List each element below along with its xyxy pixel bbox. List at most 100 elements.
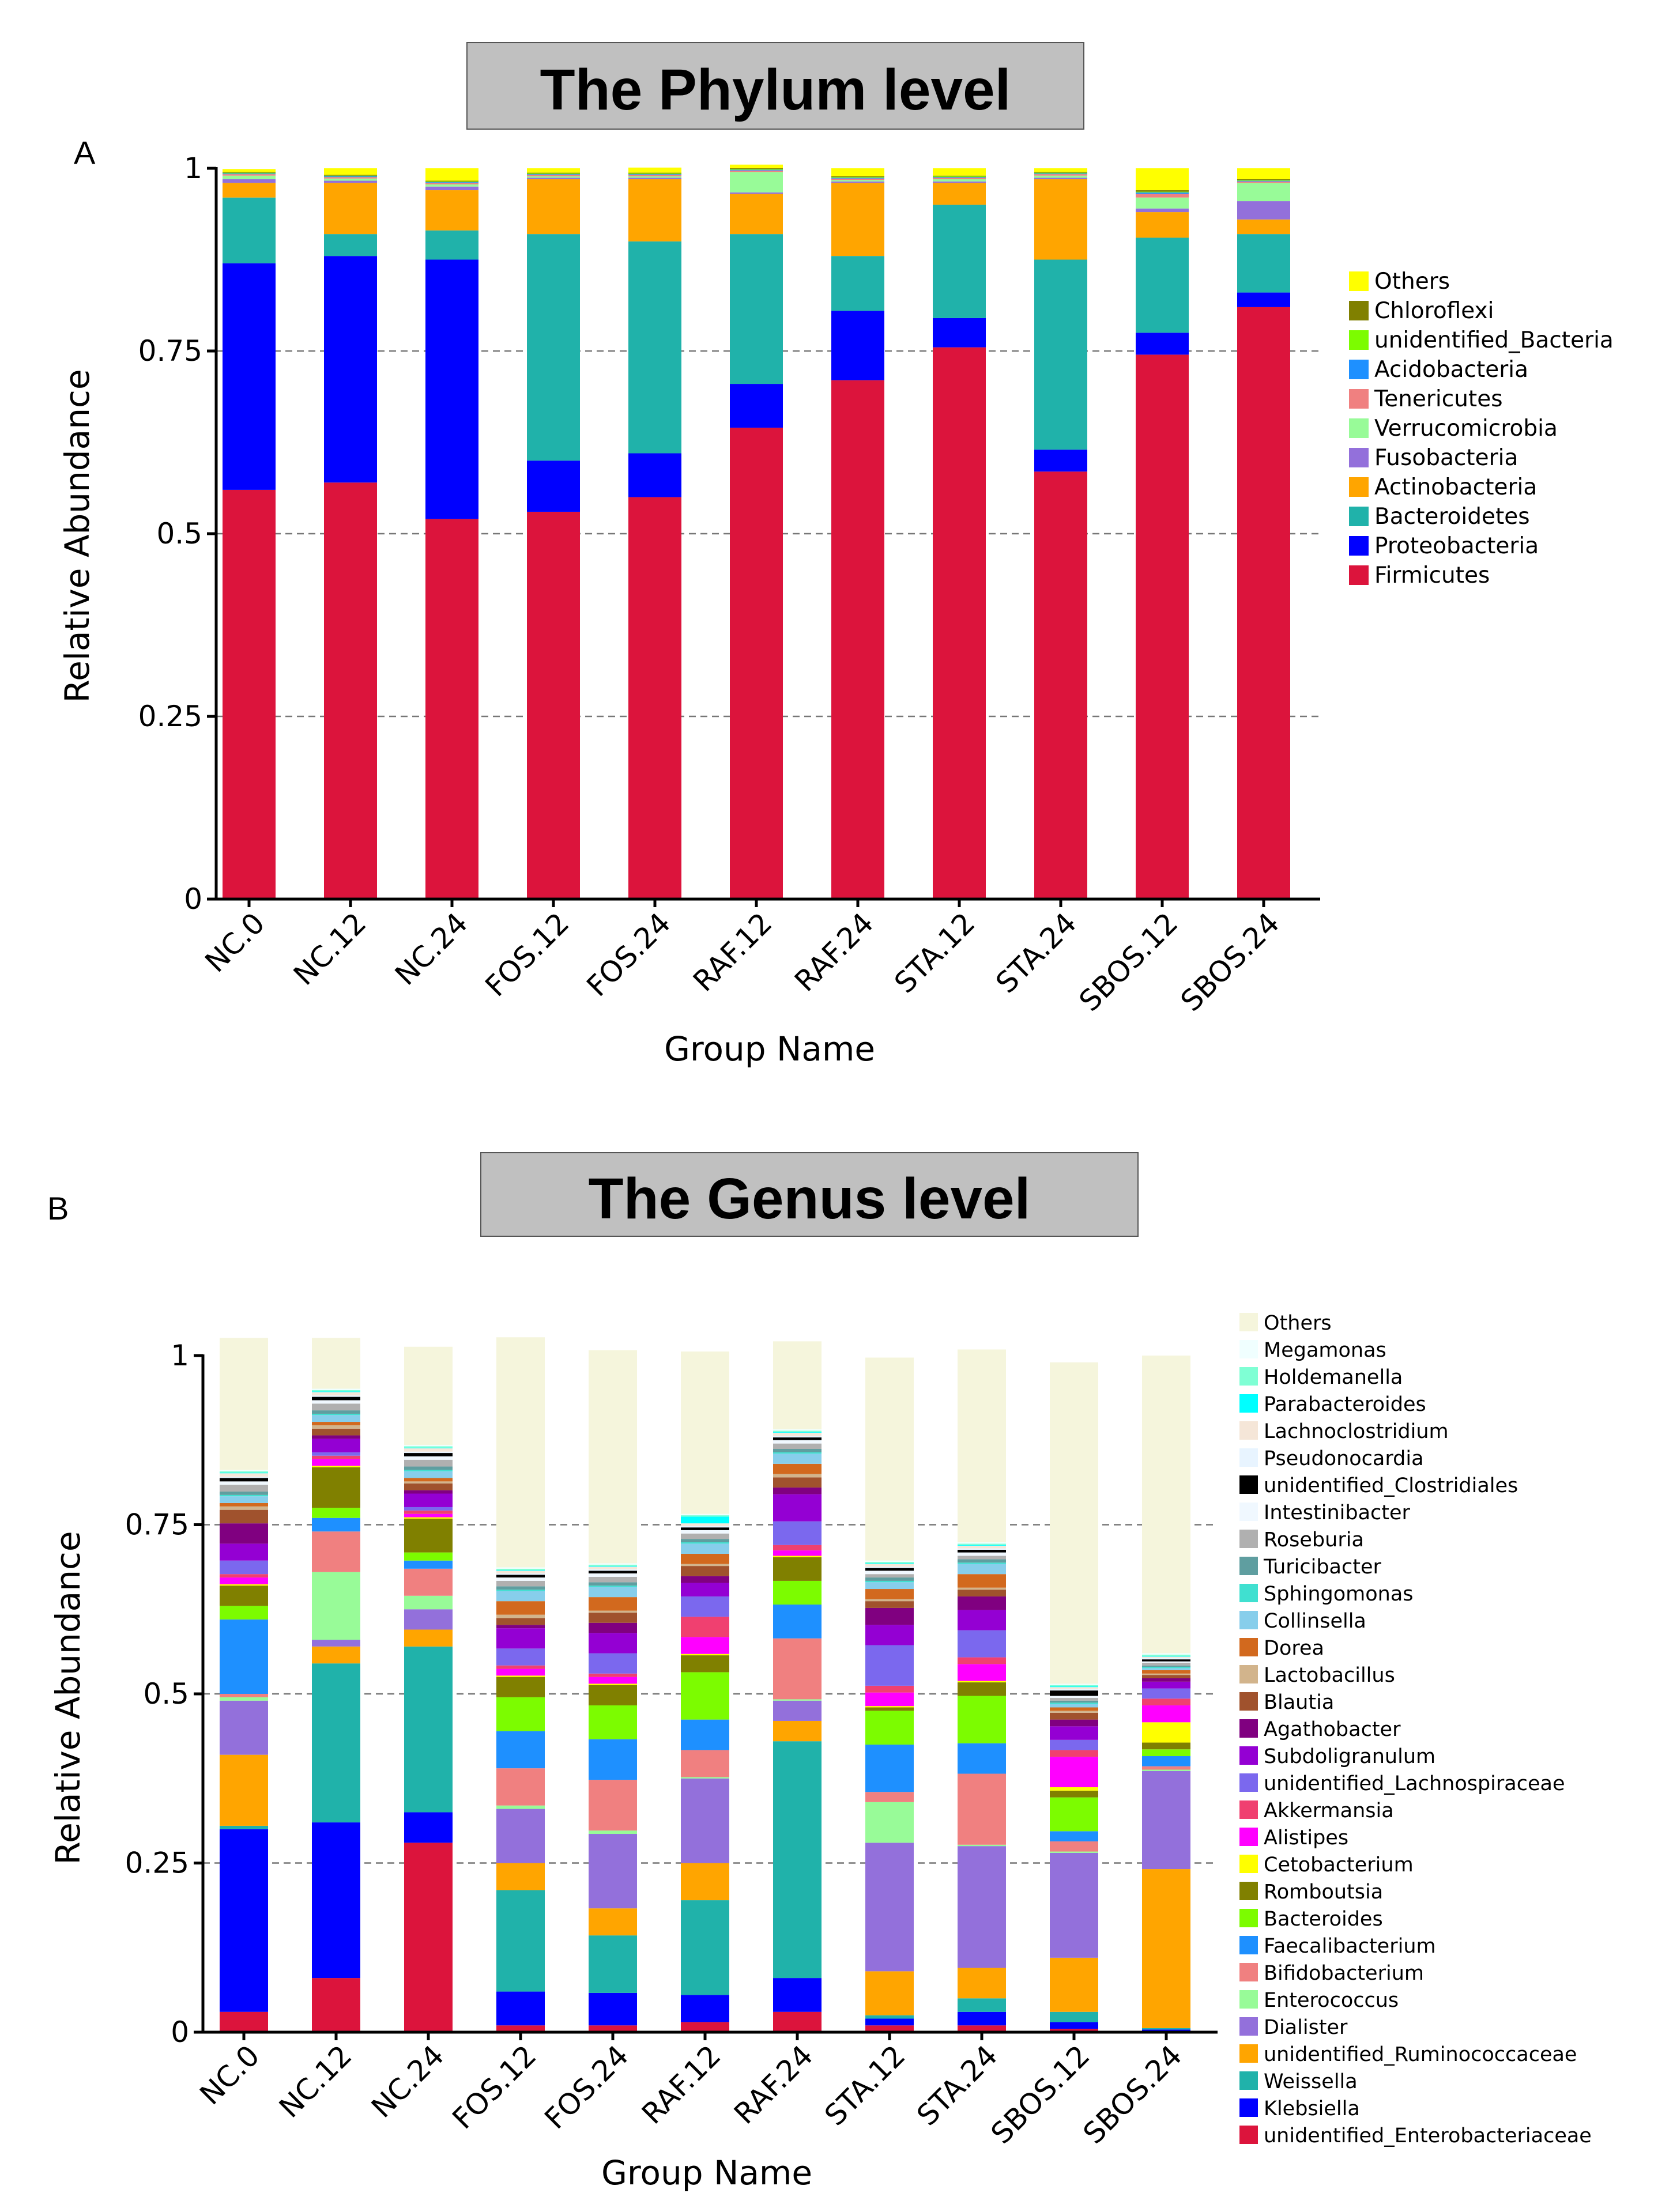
bar-segment-bacteroides-fos-12 — [496, 1697, 545, 1731]
bar-segment-faecalibacterium-raf-12 — [681, 1719, 729, 1750]
bar-segment-lactobacillus-raf-12 — [681, 1564, 729, 1566]
bar-segment-pseudonocardia-nc-0 — [220, 1477, 268, 1478]
bar-segment-bacteroides-sbos-24 — [1142, 1749, 1190, 1757]
bar-segment-unidentified-clostridiales-nc-24 — [404, 1453, 453, 1456]
legend-swatch-intestinibacter — [1239, 1503, 1258, 1521]
bar-segment-dialister-sbos-12 — [1050, 1852, 1098, 1958]
bar-segment-unidentified-ruminococcaceae-nc-0 — [220, 1754, 268, 1826]
bar-segment-verrucomicrobia-raf-12 — [730, 172, 783, 192]
legend-swatch-acidobacteria — [1349, 360, 1369, 379]
bar-segment-bacteroides-nc-12 — [312, 1508, 360, 1518]
bar-segment-agathobacter-sta-12 — [865, 1607, 914, 1625]
legend-swatch-weissella — [1239, 2071, 1258, 2090]
bar-segment-verrucomicrobia-fos-12 — [527, 176, 580, 178]
bar-segment-agathobacter-sbos-24 — [1142, 1678, 1190, 1682]
bar-segment-bacteroidetes-nc-24 — [425, 230, 478, 260]
bar-segment-actinobacteria-fos-12 — [527, 179, 580, 235]
bar-segment-lactobacillus-fos-24 — [589, 1610, 637, 1613]
bar-segment-others-fos-24 — [628, 167, 681, 173]
bar-segment-proteobacteria-sbos-24 — [1237, 292, 1290, 307]
bar-segment-firmicutes-nc-24 — [425, 519, 478, 899]
bar-segment-faecalibacterium-nc-0 — [220, 1619, 268, 1694]
bar-segment-akkermansia-nc-24 — [404, 1510, 453, 1514]
bar-segment-dialister-fos-24 — [589, 1834, 637, 1909]
bar-segment-proteobacteria-fos-24 — [628, 453, 681, 497]
bar-segment-actinobacteria-raf-12 — [730, 194, 783, 235]
panel-b-title-box — [480, 1152, 1139, 1237]
bar-segment-tenericutes-nc-24 — [425, 183, 478, 184]
bar-segment-collinsella-fos-24 — [589, 1587, 637, 1598]
legend-label-alistipes: Alistipes — [1264, 1826, 1348, 1849]
bar-segment-unidentified-ruminococcaceae-nc-12 — [312, 1646, 360, 1664]
bar-segment-unidentified-lachnospiraceae-nc-0 — [220, 1560, 268, 1575]
bar-segment-collinsella-raf-12 — [681, 1543, 729, 1554]
bar-segment-agathobacter-fos-12 — [496, 1625, 545, 1629]
bar-segment-unidentified-clostridiales-fos-24 — [589, 1571, 637, 1574]
bar-segment-actinobacteria-nc-24 — [425, 190, 478, 231]
legend-swatch-chloroflexi — [1349, 301, 1369, 320]
bar-segment-klebsiella-fos-24 — [589, 1992, 637, 2026]
panel-b-category-label: STA.24 — [910, 2039, 1004, 2132]
legend-swatch-actinobacteria — [1349, 477, 1369, 497]
bar-segment-proteobacteria-nc-12 — [324, 256, 377, 483]
bar-segment-holdemanella-nc-12 — [312, 1390, 360, 1392]
bar-segment-lactobacillus-nc-0 — [220, 1506, 268, 1510]
bar-segment-sphingomonas-nc-24 — [404, 1470, 453, 1471]
bar-segment-unidentified-ruminococcaceae-raf-12 — [681, 1863, 729, 1901]
bar-segment-actinobacteria-sta-24 — [1034, 179, 1087, 260]
bar-segment-unidentified-enterobacteriaceae-sta-12 — [865, 2025, 914, 2032]
legend-label-chloroflexi: Chloroflexi — [1374, 298, 1494, 324]
bar-segment-tenericutes-nc-12 — [324, 177, 377, 179]
legend-swatch-roseburia — [1239, 1530, 1258, 1548]
panel-b-category-label: FOS.24 — [538, 2039, 635, 2135]
bar-segment-others-sbos-12 — [1050, 1362, 1098, 1684]
bar-segment-megamonas-sta-12 — [865, 1560, 914, 1562]
panel-a-y-tick-label: 0.25 — [138, 700, 202, 733]
legend-label-tenericutes: Tenericutes — [1374, 386, 1503, 412]
bar-segment-actinobacteria-nc-0 — [223, 183, 276, 198]
bar-segment-romboutsia-sta-12 — [865, 1707, 914, 1711]
bar-segment-alistipes-sbos-24 — [1142, 1705, 1190, 1723]
bar-segment-blautia-sta-24 — [958, 1590, 1006, 1596]
bar-segment-turicibacter-sta-12 — [865, 1577, 914, 1581]
bar-segment-parabacteroides-sbos-12 — [1050, 1686, 1098, 1688]
bar-segment-alistipes-raf-12 — [681, 1637, 729, 1654]
bar-segment-roseburia-raf-24 — [773, 1443, 822, 1449]
bar-segment-agathobacter-fos-24 — [589, 1622, 637, 1633]
panel-b-category-label: SBOS.12 — [985, 2039, 1096, 2150]
bar-segment-enterococcus-raf-12 — [681, 1777, 729, 1779]
legend-label-verrucomicrobia: Verrucomicrobia — [1374, 416, 1558, 441]
panel-a-category-label: SBOS.24 — [1174, 906, 1286, 1018]
bar-segment-enterococcus-sbos-24 — [1142, 1769, 1190, 1771]
bar-segment-cetobacterium-fos-12 — [496, 1675, 545, 1677]
bar-segment-unidentified-enterobacteriaceae-nc-24 — [404, 1843, 453, 2032]
bar-segment-acidobacteria-fos-24 — [628, 174, 681, 175]
bar-segment-dorea-raf-12 — [681, 1553, 729, 1564]
bar-segment-tenericutes-raf-24 — [831, 178, 884, 180]
bar-segment-turicibacter-sbos-12 — [1050, 1700, 1098, 1703]
legend-label-parabacteroides: Parabacteroides — [1264, 1393, 1426, 1416]
panel-a: The Phylum level A Relative Abundance Gr… — [58, 42, 1614, 1069]
bar-segment-acidobacteria-sbos-24 — [1237, 180, 1290, 182]
panel-b-legend: Others Megamonas Holdemanella Parabacteroid… — [1239, 1312, 1592, 2147]
panel-b-y-tick-label: 1 — [171, 1339, 189, 1372]
bar-segment-firmicutes-sta-24 — [1034, 471, 1087, 899]
legend-label-cetobacterium: Cetobacterium — [1264, 1854, 1414, 1877]
bar-segment-fusobacteria-nc-12 — [324, 180, 377, 183]
bar-segment-others-nc-12 — [312, 1338, 360, 1389]
bar-segment-dialister-raf-24 — [773, 1700, 822, 1721]
panel-b-y-tick-label: 0.75 — [125, 1508, 189, 1542]
panel-a-category-label: FOS.24 — [581, 906, 677, 1003]
legend-swatch-agathobacter — [1239, 1719, 1258, 1738]
legend-swatch-romboutsia — [1239, 1882, 1258, 1900]
bar-segment-subdoligranulum-raf-12 — [681, 1583, 729, 1596]
bar-segment-enterococcus-nc-0 — [220, 1697, 268, 1701]
bar-segment-others-nc-12 — [324, 168, 377, 175]
bar-segment-pseudonocardia-sta-24 — [958, 1548, 1006, 1550]
bar-segment-fusobacteria-nc-0 — [223, 179, 276, 183]
bar-segment-collinsella-raf-24 — [773, 1454, 822, 1464]
bar-segment-akkermansia-nc-0 — [220, 1574, 268, 1578]
bar-segment-unidentified-clostridiales-fos-12 — [496, 1575, 545, 1578]
bar-segment-subdoligranulum-raf-24 — [773, 1494, 822, 1522]
legend-swatch-fusobacteria — [1349, 448, 1369, 467]
